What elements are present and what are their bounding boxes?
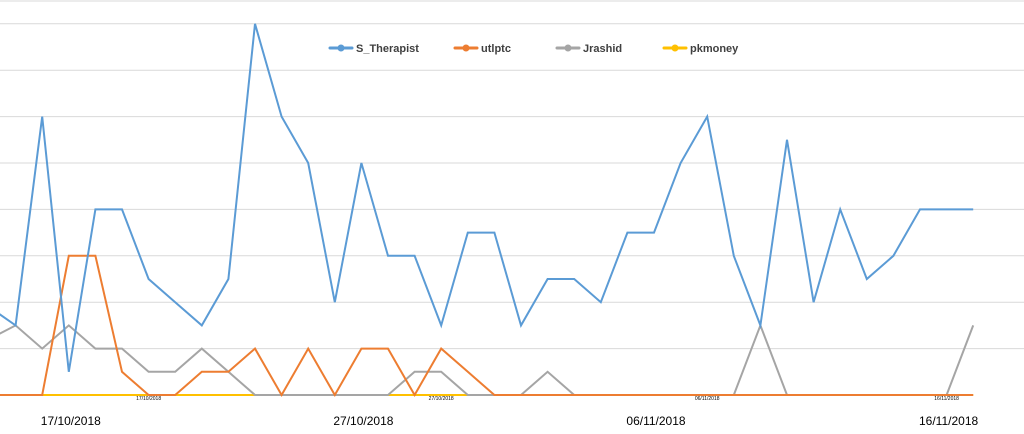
legend-item-jrashid: Jrashid	[555, 43, 622, 55]
x-axis-tick-labels: 17/10/2018 27/10/2018 06/11/2018 16/11/2018	[41, 414, 979, 428]
legend-swatch-marker	[671, 44, 679, 52]
small-date-label: 17/10/2018	[136, 396, 161, 402]
small-date-label: 27/10/2018	[429, 396, 454, 402]
legend-label: pkmoney	[690, 43, 739, 55]
series-line-utlptc	[0, 254, 974, 398]
x-tick-label: 17/10/2018	[41, 414, 101, 428]
legend-swatch-marker	[337, 44, 345, 52]
legend-swatch-marker	[462, 44, 470, 52]
legend-label: S_Therapist	[356, 43, 419, 55]
legend-label: utlptc	[481, 43, 511, 55]
series-line-jrashid	[0, 322, 975, 396]
gridlines	[0, 23, 1024, 350]
x-tick-label: 16/11/2018	[919, 414, 978, 428]
legend-swatch-marker	[564, 44, 572, 52]
legend: S_Therapist utlptc Jrashid pkmoney	[328, 43, 739, 55]
x-tick-label: 06/11/2018	[626, 414, 685, 428]
legend-item-utlptc: utlptc	[453, 43, 511, 55]
legend-item-s_therapist: S_Therapist	[328, 43, 419, 55]
x-tick-label: 27/10/2018	[333, 414, 393, 428]
small-date-label: 06/11/2018	[695, 396, 720, 402]
legend-item-pkmoney: pkmoney	[662, 43, 739, 55]
series-lines	[0, 23, 975, 398]
legend-label: Jrashid	[583, 43, 622, 55]
small-date-label: 16/11/2018	[934, 396, 959, 402]
small-date-labels: 17/10/2018 27/10/2018 06/11/2018 16/11/2018	[136, 396, 959, 402]
series-line-s_therapist	[0, 23, 974, 372]
